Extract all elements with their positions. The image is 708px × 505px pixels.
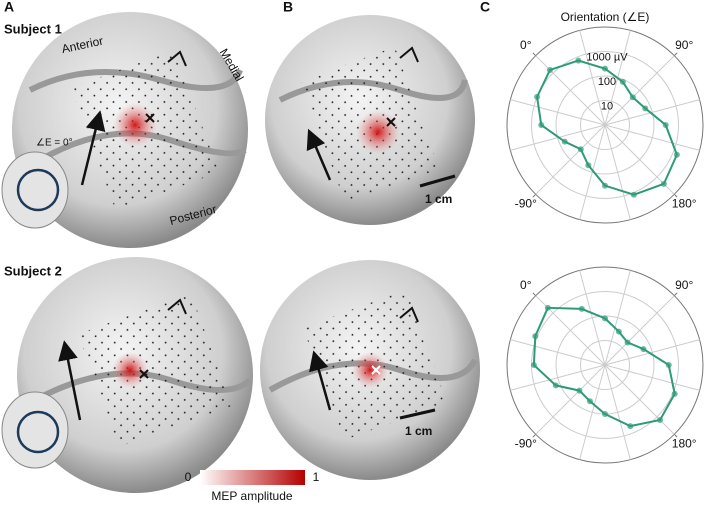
data-point [546,66,553,73]
panel-label: A [4,0,14,15]
theta-tick-label: 90° [675,38,693,52]
data-point [660,180,667,187]
theta-tick-label: 0° [520,278,532,292]
data-point [629,94,636,101]
theta-tick [673,193,678,198]
data-point [642,105,649,112]
data-point [552,382,559,389]
data-point [671,390,678,397]
data-point [586,398,593,405]
panel-label: B [283,0,293,15]
data-point [673,151,680,158]
theta-tick-label: 180° [672,196,697,210]
data-point [615,328,622,335]
data-point [575,57,582,64]
data-point [585,162,592,169]
scale-bar-label: 1 cm [405,424,432,438]
data-point [578,305,585,312]
data-point [602,315,608,322]
data-point [602,65,608,72]
theta-tick [673,52,678,57]
data-point [627,423,634,430]
theta-tick-label: 90° [675,278,693,292]
data-point [576,387,583,394]
subject-label: Subject 2 [4,263,62,278]
data-point [602,182,608,189]
data-point [534,93,541,100]
data-point [624,339,631,346]
r-grid [580,340,630,390]
panel-label: C [480,0,490,15]
r-tick-label: 1000 µV [586,51,628,63]
theta-tick [532,433,537,438]
theta-tick-label: -90° [515,436,537,450]
brain-images [1,12,480,493]
theta-tick [673,433,678,438]
angle-note: ∠E = 0° [36,138,73,149]
r-tick-label: 100 [598,76,616,88]
data-point [561,138,568,145]
chart-title: Orientation (∠E) [561,10,650,24]
data-point [619,78,626,85]
theta-tick [532,292,537,297]
polar-frame [506,26,704,224]
data-point [665,362,672,368]
data-point [640,346,647,353]
theta-tick [532,52,537,57]
data-point [630,191,637,198]
subject-label: Subject 1 [4,21,62,36]
data-point [532,333,539,340]
data-point [544,304,551,311]
colorbar-label: MEP amplitude [211,489,292,503]
data-point [662,122,669,128]
theta-tick-label: 0° [520,38,532,52]
theta-tick-label: 180° [672,436,697,450]
data-point [602,411,608,417]
data-point [530,362,537,368]
theta-tick [673,292,678,297]
data-point [577,146,584,153]
data-point [657,417,664,424]
polar-frame [506,266,704,464]
colorbar-max: 1 [313,470,320,484]
theta-tick [532,193,537,198]
r-grid [580,100,630,150]
scale-bar-label: 1 cm [425,192,452,206]
r-grid [555,75,655,175]
theta-tick-label: -90° [515,196,537,210]
data-point [538,122,545,128]
r-tick-label: 10 [601,100,613,112]
colorbar-min: 0 [185,470,192,484]
r-grid [531,51,679,199]
